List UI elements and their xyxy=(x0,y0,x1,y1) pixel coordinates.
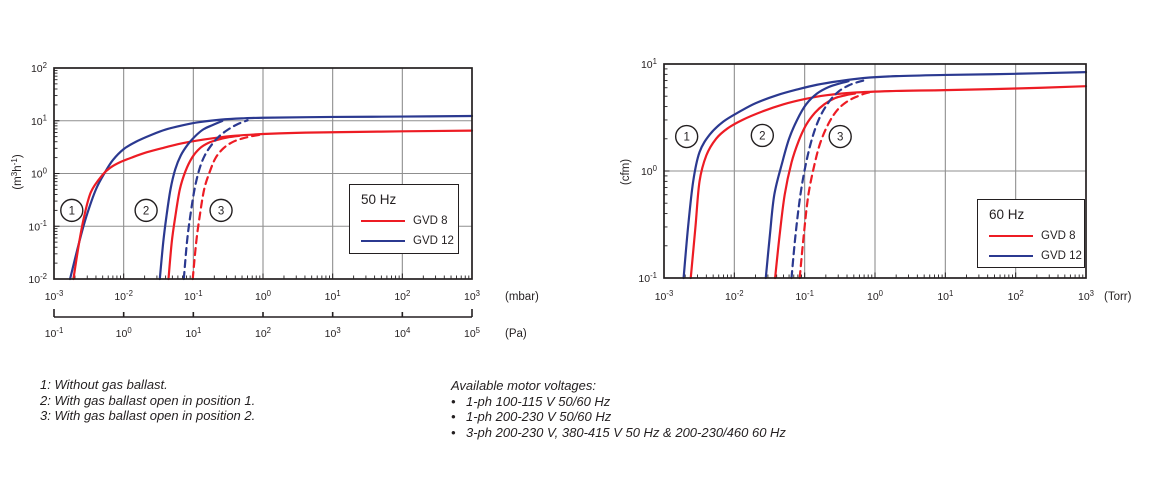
series-gvd8-ballast-2 xyxy=(191,133,264,281)
svg-text:(m3h-1): (m3h-1) xyxy=(10,154,24,190)
svg-text:101: 101 xyxy=(325,289,341,303)
bullet-icon: • xyxy=(451,424,456,440)
series-gvd12-no-ballast xyxy=(682,71,1088,280)
svg-text:102: 102 xyxy=(1008,289,1024,303)
legend-entry-gvd12-50hz: GVD 12 xyxy=(361,235,454,247)
gvd12-line-swatch-icon xyxy=(989,254,1033,258)
svg-text:(Torr): (Torr) xyxy=(1104,291,1132,303)
curve-marker-1 xyxy=(674,124,699,149)
svg-text:10-3: 10-3 xyxy=(655,289,674,303)
series-gvd8-ballast-2 xyxy=(798,90,874,280)
svg-text:3: 3 xyxy=(218,205,224,217)
legend-label-gvd8-50hz: GVD 8 xyxy=(413,215,448,227)
series-gvd12-ballast-1 xyxy=(764,80,850,280)
curve-marker-2 xyxy=(134,198,158,223)
svg-text:10-2: 10-2 xyxy=(114,289,133,303)
svg-text:105: 105 xyxy=(464,326,481,340)
legend-entry-gvd8-50hz: GVD 8 xyxy=(361,215,454,227)
svg-text:100: 100 xyxy=(31,166,48,180)
svg-text:100: 100 xyxy=(255,289,272,303)
motor-voltage-item-2: • 1-ph 200-230 V 50/60 Hz xyxy=(451,409,786,425)
chart-60hz: 1 2 3 10-3 10-2 10-1 100 101 102 103 (Torr) 10-1 100… xyxy=(620,57,1132,303)
svg-text:10-2: 10-2 xyxy=(28,272,47,286)
footnote-2: 2: With gas ballast open in position 1. xyxy=(40,392,256,408)
curve-marker-3 xyxy=(209,198,233,223)
curve-marker-2 xyxy=(750,123,775,148)
svg-text:(cfm): (cfm) xyxy=(620,159,632,185)
legend-60hz: 60 Hz GVD 8 GVD 12 xyxy=(977,199,1085,268)
motor-voltage-text-2: 1-ph 200-230 V 50/60 Hz xyxy=(466,409,612,424)
svg-text:102: 102 xyxy=(255,326,271,340)
svg-text:101: 101 xyxy=(185,326,201,340)
svg-text:103: 103 xyxy=(325,326,341,340)
legend-entry-gvd12-60hz: GVD 12 xyxy=(989,250,1082,262)
footnote-1: 1: Without gas ballast. xyxy=(40,377,168,392)
svg-text:10-1: 10-1 xyxy=(638,271,657,285)
series-gvd8-ballast-1 xyxy=(167,134,241,281)
legend-label-gvd12-60hz: GVD 12 xyxy=(1041,250,1082,262)
svg-text:10-1: 10-1 xyxy=(184,289,203,303)
series-gvd12-ballast-2 xyxy=(790,78,868,280)
motor-voltage-text-1: 1-ph 100-115 V 50/60 Hz xyxy=(466,393,611,409)
legend-title-60hz: 60 Hz xyxy=(989,207,1025,222)
svg-text:2: 2 xyxy=(759,130,765,142)
curve-marker-1 xyxy=(60,198,84,223)
motor-voltages-heading: Available motor voltages: xyxy=(451,378,597,393)
series-gvd8-no-ballast xyxy=(689,85,1088,280)
motor-voltage-item-1: • 1-ph 100-115 V 50/60 Hz xyxy=(451,394,786,410)
svg-text:10-1: 10-1 xyxy=(28,219,47,233)
svg-text:10-1: 10-1 xyxy=(795,289,814,303)
svg-text:100: 100 xyxy=(116,326,133,340)
legend-title-50hz: 50 Hz xyxy=(361,192,397,207)
gvd12-line-swatch-icon xyxy=(361,239,405,243)
bullet-icon: • xyxy=(451,393,456,409)
legend-label-gvd8-60hz: GVD 8 xyxy=(1041,230,1076,242)
svg-text:(mbar): (mbar) xyxy=(505,291,539,303)
bullet-icon: • xyxy=(451,409,456,424)
svg-text:100: 100 xyxy=(641,164,658,178)
svg-text:101: 101 xyxy=(641,57,657,71)
legend-50hz: 50 Hz GVD 8 GVD 12 xyxy=(349,184,459,254)
series-gvd12-ballast-2 xyxy=(182,119,249,281)
svg-text:101: 101 xyxy=(937,289,953,303)
gvd8-line-swatch-icon xyxy=(989,234,1033,238)
motor-voltage-item-3: • 3-ph 200-230 V, 380-415 V 50 Hz & 200-… xyxy=(451,425,786,441)
gvd8-line-swatch-icon xyxy=(361,219,405,223)
charts-svg: 1 2 3 10-3 10-2 10-1 100 101 102 103 (mbar) 10-2 10-… xyxy=(10,57,1132,340)
legend-label-gvd12-50hz: GVD 12 xyxy=(413,235,454,247)
svg-text:104: 104 xyxy=(394,326,411,340)
svg-text:2: 2 xyxy=(143,205,149,217)
svg-text:(Pa): (Pa) xyxy=(505,328,527,340)
svg-text:102: 102 xyxy=(394,289,410,303)
series-gvd8-ballast-1 xyxy=(774,92,857,280)
svg-text:103: 103 xyxy=(464,289,480,303)
svg-text:3: 3 xyxy=(837,132,843,144)
svg-text:10-1: 10-1 xyxy=(45,326,64,340)
gas-ballast-key: 1: Without gas ballast. 2: With gas ball… xyxy=(40,377,255,424)
motor-voltages: Available motor voltages: • 1-ph 100-115… xyxy=(451,378,786,440)
series-gvd8-no-ballast xyxy=(72,129,474,281)
footnote-3: 3: With gas ballast open in position 2. xyxy=(40,408,256,423)
legend-entry-gvd8-60hz: GVD 8 xyxy=(989,230,1080,242)
motor-voltage-text-3: 3-ph 200-230 V, 380-415 V 50 Hz & 200-23… xyxy=(466,424,786,440)
svg-text:102: 102 xyxy=(31,61,47,75)
svg-text:10-2: 10-2 xyxy=(725,289,744,303)
svg-text:103: 103 xyxy=(1078,289,1094,303)
svg-text:1: 1 xyxy=(683,132,689,144)
svg-text:100: 100 xyxy=(867,289,884,303)
curve-marker-3 xyxy=(828,124,852,149)
series-gvd12-ballast-1 xyxy=(158,119,224,281)
series-gvd12-no-ballast xyxy=(68,114,474,281)
chart-50hz: 1 2 3 10-3 10-2 10-1 100 101 102 103 (mbar) 10-2 10-… xyxy=(10,61,539,340)
svg-text:10-3: 10-3 xyxy=(45,289,64,303)
svg-text:101: 101 xyxy=(31,114,47,128)
svg-text:1: 1 xyxy=(69,205,75,217)
